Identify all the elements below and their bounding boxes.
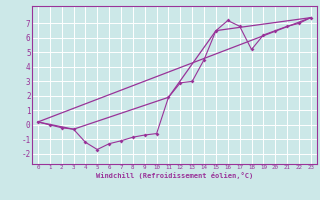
X-axis label: Windchill (Refroidissement éolien,°C): Windchill (Refroidissement éolien,°C) bbox=[96, 172, 253, 179]
